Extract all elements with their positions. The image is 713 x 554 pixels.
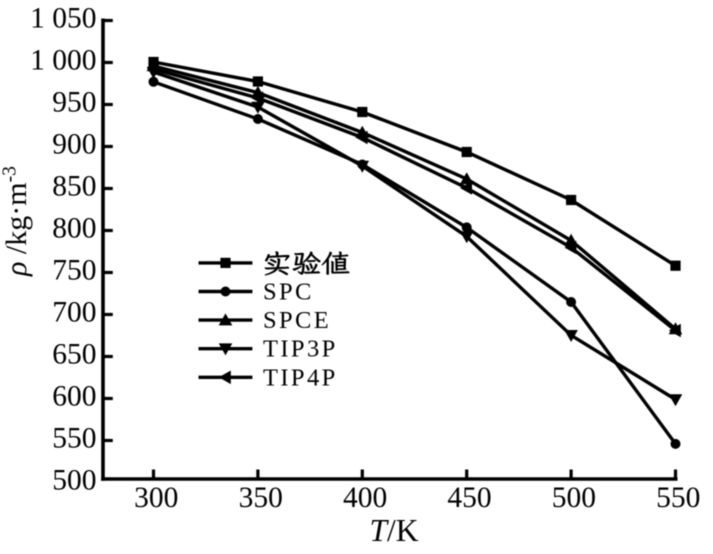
svg-text:500: 500 — [52, 465, 96, 497]
svg-text:TIP3P: TIP3P — [263, 336, 338, 363]
svg-text:350: 350 — [239, 482, 283, 514]
svg-text:450: 450 — [447, 482, 491, 514]
svg-text:400: 400 — [343, 482, 387, 514]
svg-text:SPC: SPC — [263, 279, 314, 306]
svg-text:800: 800 — [52, 213, 96, 245]
svg-text:TIP4P: TIP4P — [263, 364, 338, 391]
svg-text:SPCE: SPCE — [263, 307, 331, 334]
svg-text:ρ /kg·m-3: ρ /kg·m-3 — [0, 166, 33, 277]
svg-text:900: 900 — [52, 129, 96, 161]
svg-text:650: 650 — [52, 339, 96, 371]
svg-text:550: 550 — [656, 482, 700, 514]
svg-text:550: 550 — [52, 423, 96, 455]
svg-text:850: 850 — [52, 171, 96, 203]
svg-text:1 000: 1 000 — [30, 45, 96, 77]
svg-text:500: 500 — [552, 482, 596, 514]
svg-text:700: 700 — [52, 297, 96, 329]
svg-text:T/K: T/K — [369, 513, 418, 548]
svg-text:1 050: 1 050 — [30, 3, 96, 35]
svg-text:300: 300 — [134, 482, 178, 514]
svg-text:950: 950 — [52, 87, 96, 119]
svg-text:750: 750 — [52, 255, 96, 287]
svg-text:600: 600 — [52, 381, 96, 413]
